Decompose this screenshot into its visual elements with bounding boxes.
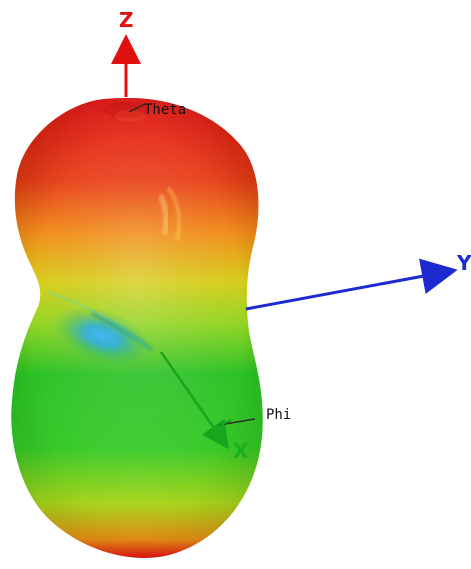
x-axis-label: X — [233, 439, 249, 463]
z-axis-label: Z — [119, 8, 134, 32]
phi-label: Phi — [266, 407, 291, 423]
theta-marker: Theta — [128, 102, 186, 118]
y-axis: Y — [245, 251, 471, 311]
surface-shading — [47, 102, 182, 366]
z-axis: Z — [111, 8, 141, 97]
phi-marker: Phi — [218, 407, 291, 427]
x-axis: X — [159, 351, 249, 463]
theta-label: Theta — [144, 102, 186, 118]
y-axis-label: Y — [456, 251, 471, 275]
